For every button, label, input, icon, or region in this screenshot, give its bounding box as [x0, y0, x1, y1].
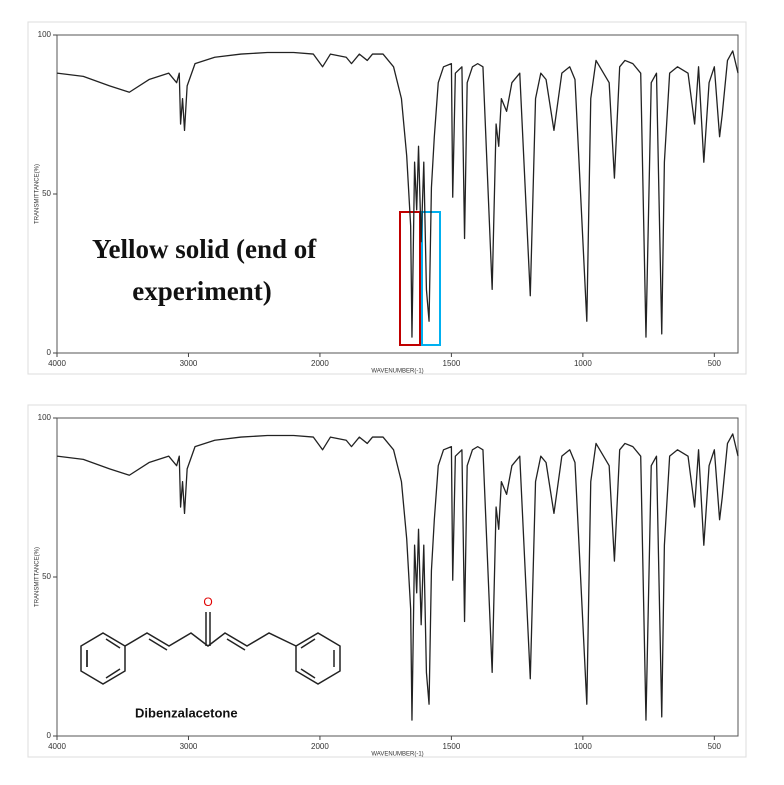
y-tick-label: 100: [38, 413, 52, 422]
y-tick-label: 100: [38, 30, 52, 39]
y-axis-label: TRANSMITTANCE(%): [35, 547, 41, 607]
x-axis-label: WAVENUMBER(-1): [371, 369, 423, 375]
x-tick-label: 2000: [311, 359, 329, 368]
annotation: experiment): [132, 276, 271, 306]
x-tick-label: 4000: [48, 359, 66, 368]
panel-frame: [27, 21, 747, 375]
x-tick-label: 3000: [180, 742, 198, 751]
x-tick-label: 1000: [574, 359, 592, 368]
x-tick-label: 500: [708, 359, 722, 368]
x-tick-label: 1500: [443, 742, 461, 751]
y-tick-label: 50: [42, 189, 51, 198]
spectrum-line: [56, 50, 739, 338]
y-axis-label: TRANSMITTANCE(%): [35, 164, 41, 224]
x-axis-label: WAVENUMBER(-1): [371, 752, 423, 758]
x-tick-label: 1000: [574, 742, 592, 751]
x-tick-label: 500: [708, 742, 722, 751]
compound-name: Dibenzalacetone: [135, 705, 238, 720]
panel-frame: [27, 404, 747, 758]
structure: [80, 612, 341, 685]
annotation: Yellow solid (end of: [92, 234, 317, 264]
y-tick-label: 0: [47, 348, 52, 357]
x-tick-label: 1500: [443, 359, 461, 368]
highlight-box: [399, 211, 421, 346]
y-tick-label: 50: [42, 572, 51, 581]
x-tick-label: 2000: [311, 742, 329, 751]
atom-label: O: [203, 595, 212, 609]
y-tick-label: 0: [47, 731, 52, 740]
x-tick-label: 4000: [48, 742, 66, 751]
spectrum-line: [56, 433, 739, 721]
x-tick-label: 3000: [180, 359, 198, 368]
